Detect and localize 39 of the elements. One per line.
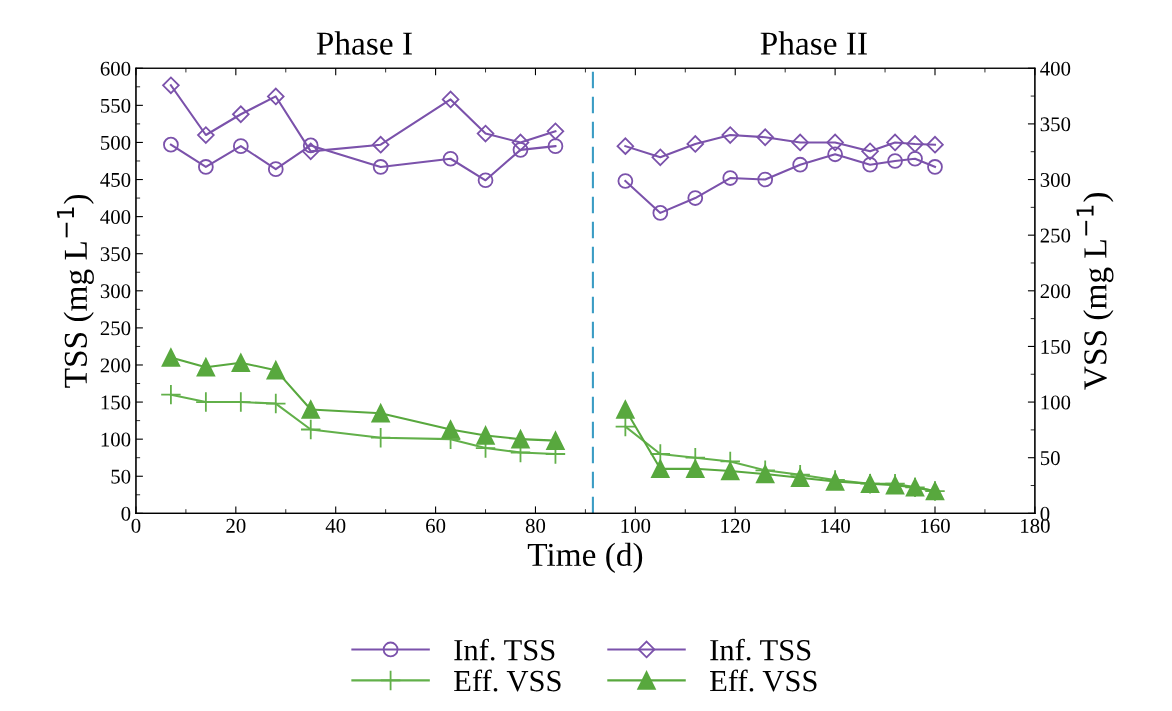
text: Phase II bbox=[760, 31, 867, 55]
x-tick-label: 60 bbox=[426, 518, 446, 533]
y-tick-label: 50 bbox=[111, 469, 131, 484]
y-tick-label: 150 bbox=[101, 395, 131, 410]
y2-tick-label: 400 bbox=[1040, 61, 1071, 76]
y-tick-label: 300 bbox=[100, 284, 131, 299]
y-tick-label: 550 bbox=[101, 98, 131, 113]
text: Phase I bbox=[316, 31, 412, 55]
y-tick-label: 100 bbox=[101, 432, 131, 447]
legend-label: Eff. VSS bbox=[454, 669, 561, 692]
y2-tick-label: 100 bbox=[1041, 395, 1071, 410]
x-tick-label: 40 bbox=[325, 518, 346, 533]
y-tick-label: 600 bbox=[100, 61, 131, 76]
y-tick-label: 450 bbox=[100, 172, 131, 187]
y2-axis-title: VSS (mg L$^{−1}$) bbox=[1076, 193, 1114, 390]
x-tick-label: 20 bbox=[226, 518, 246, 533]
legend-label: Inf. TSS bbox=[710, 638, 811, 661]
y2-tick-label: 150 bbox=[1041, 339, 1071, 354]
x-tick-label: 0 bbox=[131, 518, 141, 533]
y-axis-title: TSS (mg L$^{−1}$) bbox=[56, 194, 94, 388]
x-tick-label: 80 bbox=[525, 518, 546, 533]
y-tick-label: 400 bbox=[100, 209, 131, 225]
y2-tick-label: 300 bbox=[1040, 172, 1071, 187]
x-tick-label: 160 bbox=[921, 518, 950, 533]
y2-tick-label: 200 bbox=[1040, 284, 1071, 299]
x-tick-label: 140 bbox=[821, 518, 850, 533]
legend-label: Eff. VSS bbox=[710, 669, 817, 692]
y-tick-label: 200 bbox=[100, 358, 131, 373]
x-tick-label: 100 bbox=[621, 518, 651, 533]
y-tick-label: 500 bbox=[101, 135, 131, 150]
x-tick-label: 120 bbox=[721, 518, 751, 533]
y2-tick-label: 50 bbox=[1040, 451, 1060, 466]
y2-tick-label: 350 bbox=[1040, 117, 1071, 132]
y2-tick-label: 250 bbox=[1040, 228, 1071, 243]
y-tick-label: 0 bbox=[121, 506, 131, 521]
y-tick-label: 350 bbox=[100, 247, 131, 262]
y-tick-label: 250 bbox=[100, 321, 131, 336]
legend-label: Inf. TSS bbox=[454, 638, 555, 661]
x-axis-title: Time (d) bbox=[527, 542, 643, 573]
